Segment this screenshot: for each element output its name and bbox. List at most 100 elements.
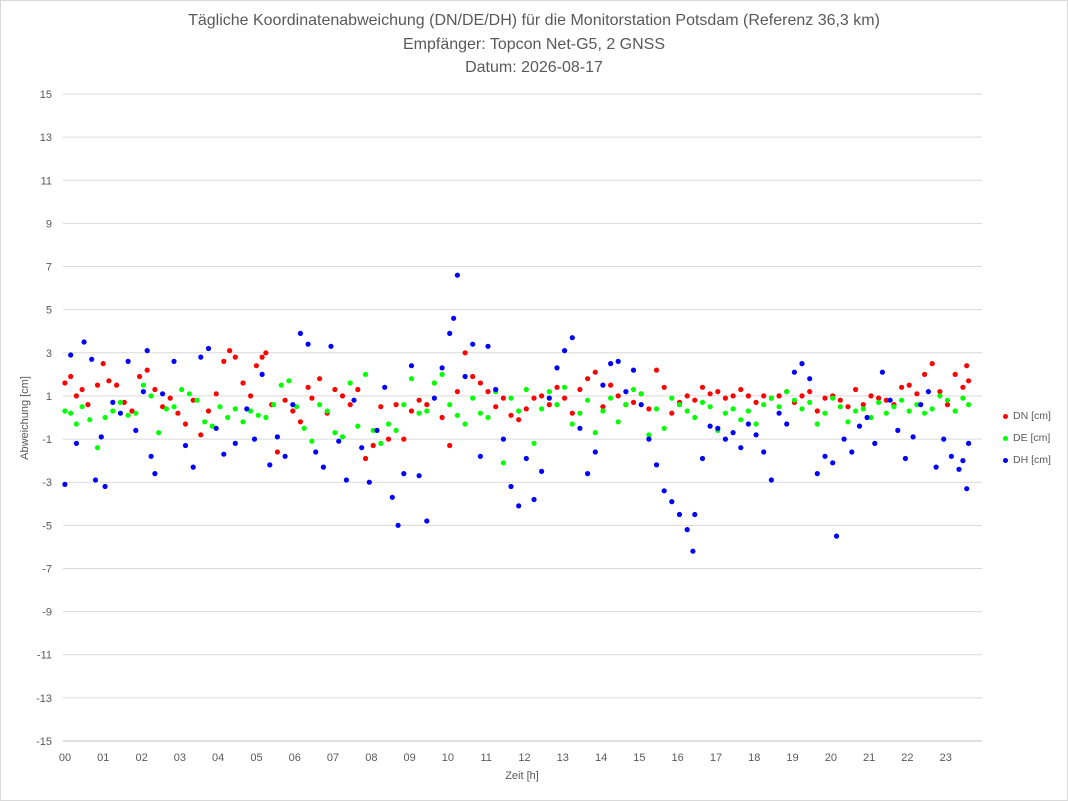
x-tick-label: 21 [863,752,875,764]
x-tick-label: 23 [940,752,952,764]
data-point [661,488,667,494]
data-point [294,404,300,410]
data-point [328,343,334,349]
data-point [102,414,108,421]
data-point [202,419,208,425]
data-point [274,434,280,440]
data-point [623,389,629,395]
data-point [171,404,177,410]
data-point [493,404,499,410]
data-point [89,356,95,362]
x-tick-label: 11 [480,752,491,764]
data-point [152,386,158,393]
data-point [952,408,958,414]
x-axis-label: Zeit [h] [505,770,539,782]
data-point [382,384,388,390]
data-point [868,414,874,421]
data-point [768,395,775,401]
data-point [144,348,150,354]
data-point [745,421,752,427]
data-point [784,389,790,395]
data-point [117,399,123,405]
data-point [454,389,460,395]
data-point [761,449,767,455]
data-point [508,483,514,490]
data-point [198,354,204,360]
data-point [324,408,330,414]
data-point [692,397,698,403]
data-point [73,421,79,427]
data-point [133,410,139,416]
data-point [879,369,886,375]
x-tick-label: 00 [59,752,71,764]
data-point [910,434,916,440]
data-point [282,453,288,459]
data-point [615,358,621,364]
data-point [707,404,713,410]
data-point [845,404,851,410]
data-point [133,427,139,433]
data-point [85,402,91,408]
data-point [332,386,338,393]
data-point [914,391,920,397]
data-point [213,425,219,431]
chart-title: Tägliche Koordinatenabweichung (DN/DE/DH… [188,12,880,29]
data-point [140,389,146,395]
data-point [715,425,721,431]
data-point [577,386,583,393]
data-point [768,477,775,483]
data-point [117,410,123,416]
data-point [960,384,966,390]
data-point [282,397,288,403]
data-point [416,397,422,403]
data-point [577,410,583,416]
chart-date-line: Datum: 2026-08-17 [465,59,603,76]
data-point [462,421,468,427]
data-point [531,395,537,401]
data-point [182,421,189,427]
data-point [944,402,951,408]
data-point [546,389,552,395]
x-tick-label: 19 [786,752,798,764]
data-point [833,533,840,539]
data-point [110,408,116,414]
x-tick-label: 15 [633,752,645,764]
y-tick-label: 5 [46,305,52,317]
data-point [447,402,453,408]
data-point [676,511,683,518]
data-point [470,341,476,347]
data-point [209,423,215,429]
data-point [194,397,200,403]
data-point [814,408,820,414]
data-point [186,391,192,397]
data-point [339,393,346,399]
data-point [539,468,545,474]
data-point [454,412,460,418]
data-point [106,378,112,384]
data-point [799,406,805,412]
y-tick-label: -1 [42,434,52,446]
data-point [722,410,729,416]
data-point [317,376,323,382]
data-point [906,382,912,388]
data-point [600,408,606,414]
data-point [722,436,729,442]
data-point [646,436,652,442]
data-point [699,455,706,462]
data-point [554,365,560,371]
data-point [562,384,568,390]
data-point [960,458,966,464]
legend-marker [1003,435,1008,441]
y-tick-label: 15 [40,89,52,101]
data-point [669,410,675,416]
data-point [630,386,637,393]
data-point [493,386,499,393]
y-tick-label: -9 [42,607,52,619]
data-point [290,402,296,408]
y-tick-labels: 15 13 11 9 7 5 3 1 -1 -3 -5 -7 -9 -11 -13 -15 [36,89,52,748]
data-point [205,345,212,352]
data-point [121,399,127,405]
data-point [378,404,384,410]
data-point [730,406,736,412]
